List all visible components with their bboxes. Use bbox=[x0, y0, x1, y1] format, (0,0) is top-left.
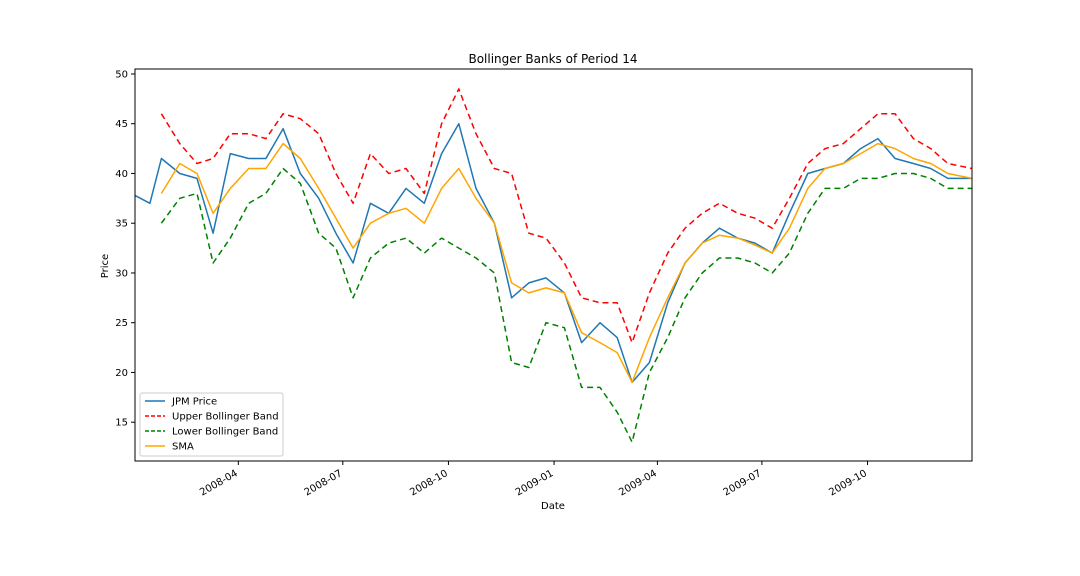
legend-label: Upper Bollinger Band bbox=[172, 412, 279, 423]
legend-label: Lower Bollinger Band bbox=[172, 427, 278, 438]
legend-label: SMA bbox=[172, 442, 194, 453]
x-axis-title: Date bbox=[541, 501, 565, 512]
legend-label: JPM Price bbox=[171, 397, 217, 408]
legend: JPM Price Upper Bollinger Band Lower Bolli… bbox=[139, 392, 284, 457]
legend-box bbox=[139, 392, 284, 457]
y-tick-label: 20 bbox=[115, 368, 128, 379]
series-line-sma bbox=[160, 142, 973, 384]
x-tick-label: 2008-10 bbox=[408, 468, 450, 498]
chart-title: Bollinger Banks of Period 14 bbox=[468, 52, 637, 66]
x-tick-label: 2009-07 bbox=[722, 468, 764, 498]
y-tick-label: 35 bbox=[115, 219, 128, 230]
x-tick-label: 2009-01 bbox=[514, 468, 556, 498]
x-tick-label: 2008-04 bbox=[198, 468, 240, 498]
series-line-upper-bollinger-band bbox=[160, 88, 973, 344]
y-tick-label: 25 bbox=[115, 318, 128, 329]
y-tick-label: 50 bbox=[115, 69, 128, 80]
y-axis-title: Price bbox=[100, 254, 111, 278]
series-layer bbox=[134, 88, 973, 443]
x-tick-label: 2008-07 bbox=[303, 468, 345, 498]
series-line-lower-bollinger-band bbox=[160, 167, 972, 443]
plot-area-frame bbox=[134, 68, 973, 462]
y-tick-label: 45 bbox=[115, 119, 128, 130]
x-tick-label: 2009-10 bbox=[827, 468, 869, 498]
y-tick-label: 40 bbox=[115, 169, 128, 180]
y-tick-label: 30 bbox=[115, 268, 128, 279]
y-axis: 15 20 25 30 35 40 45 50 bbox=[115, 69, 135, 429]
y-tick-label: 15 bbox=[115, 418, 128, 429]
x-axis: 2008-04 2008-07 2008-10 2009-01 2009-04 2009-… bbox=[198, 461, 869, 498]
legend-items: JPM Price Upper Bollinger Band Lower Bolli… bbox=[145, 397, 279, 453]
x-tick-label: 2009-04 bbox=[617, 468, 659, 498]
